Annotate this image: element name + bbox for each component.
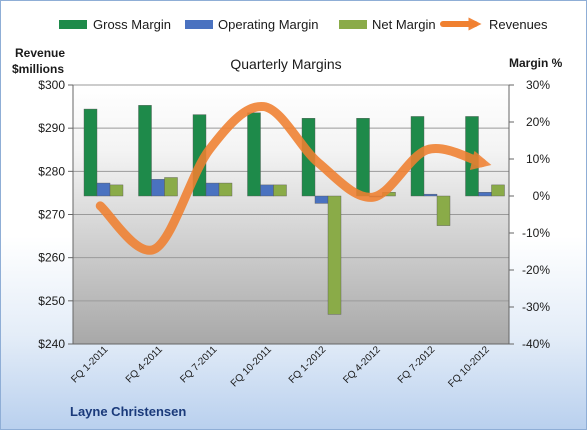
- y-right-tick-label: 10%: [526, 152, 550, 166]
- x-category-label: FQ 10-2012: [446, 344, 492, 390]
- y-left-tick-label: $280: [38, 164, 65, 178]
- y-right-title: Margin %: [509, 56, 563, 70]
- x-category-label: FQ 4-2012: [341, 344, 383, 386]
- x-category-label: FQ 10-2011: [229, 344, 274, 389]
- y-left-tick-label: $290: [38, 121, 65, 135]
- bar-gross-margin-fq-4-2011: [138, 105, 152, 197]
- bar-gross-margin-fq-10-2011: [247, 112, 261, 197]
- bar-operating-margin-fq-10-2011: [260, 184, 274, 197]
- bar-operating-margin-fq-10-2012: [478, 192, 492, 197]
- y-right-tick-label: -40%: [522, 337, 550, 351]
- y-right-tick-label: 20%: [526, 115, 550, 129]
- y-right-ticks: -40% -30% -20% -10% 0% 10% 20% 30%: [509, 78, 550, 351]
- y-right-tick-label: -30%: [522, 300, 550, 314]
- y-left-tick-label: $250: [38, 294, 65, 308]
- legend-label-net-margin: Net Margin: [372, 17, 436, 32]
- bar-net-margin-fq-10-2011: [273, 184, 287, 197]
- bar-net-margin-fq-1-2012: [327, 195, 342, 315]
- bar-operating-margin-fq-7-2012: [423, 193, 438, 197]
- legend-label-operating-margin: Operating Margin: [218, 17, 318, 32]
- y-right-tick-label: -10%: [522, 226, 550, 240]
- bar-operating-margin-fq-7-2011: [205, 182, 220, 197]
- y-right-tick-label: 30%: [526, 78, 550, 92]
- legend-swatch-net-margin: [339, 20, 367, 29]
- chart-title: Quarterly Margins: [230, 56, 341, 72]
- bar-gross-margin-fq-1-2011: [83, 108, 98, 197]
- legend-swatch-gross-margin: [59, 20, 87, 29]
- bar-net-margin-fq-7-2012: [436, 195, 451, 226]
- bars: [83, 105, 505, 315]
- y-left-title-line2: $millions: [12, 62, 64, 76]
- legend-label-gross-margin: Gross Margin: [93, 17, 171, 32]
- legend: Gross Margin Operating Margin Net Margin…: [59, 17, 548, 32]
- x-category-label: FQ 7-2012: [396, 344, 438, 386]
- y-left-title-line1: Revenue: [15, 46, 65, 60]
- y-left-tick-label: $240: [38, 337, 65, 351]
- bar-net-margin-fq-1-2011: [109, 184, 124, 197]
- bar-operating-margin-fq-1-2012: [314, 195, 329, 204]
- bar-operating-margin-fq-4-2011: [151, 179, 165, 197]
- x-category-labels: FQ 1-2011 FQ 4-2011 FQ 7-2011 FQ 10-2011 FQ …: [69, 344, 492, 390]
- x-category-label: FQ 7-2011: [178, 344, 219, 385]
- y-left-ticks: $240 $250 $260 $270 $280 $290 $300: [38, 78, 73, 351]
- x-category-label: FQ 4-2011: [124, 344, 165, 385]
- revenue-line-group: [95, 102, 492, 255]
- x-category-label: FQ 1-2012: [287, 344, 329, 386]
- y-left-tick-label: $300: [38, 78, 65, 92]
- bar-gross-margin-fq-4-2012: [356, 118, 370, 197]
- legend-label-revenues: Revenues: [489, 17, 548, 32]
- revenue-line: [95, 102, 492, 255]
- y-right-tick-label: -20%: [522, 263, 550, 277]
- y-right-tick-label: 0%: [533, 189, 551, 203]
- x-category-label: FQ 1-2011: [69, 344, 110, 385]
- bar-operating-margin-fq-1-2011: [96, 182, 111, 197]
- author-label: Layne Christensen: [70, 404, 186, 419]
- legend-swatch-operating-margin: [185, 20, 213, 29]
- bar-net-margin-fq-4-2011: [164, 177, 178, 197]
- y-left-tick-label: $260: [38, 251, 65, 265]
- bar-net-margin-fq-7-2011: [218, 182, 233, 197]
- bar-net-margin-fq-10-2012: [491, 184, 505, 197]
- y-left-tick-label: $270: [38, 208, 65, 222]
